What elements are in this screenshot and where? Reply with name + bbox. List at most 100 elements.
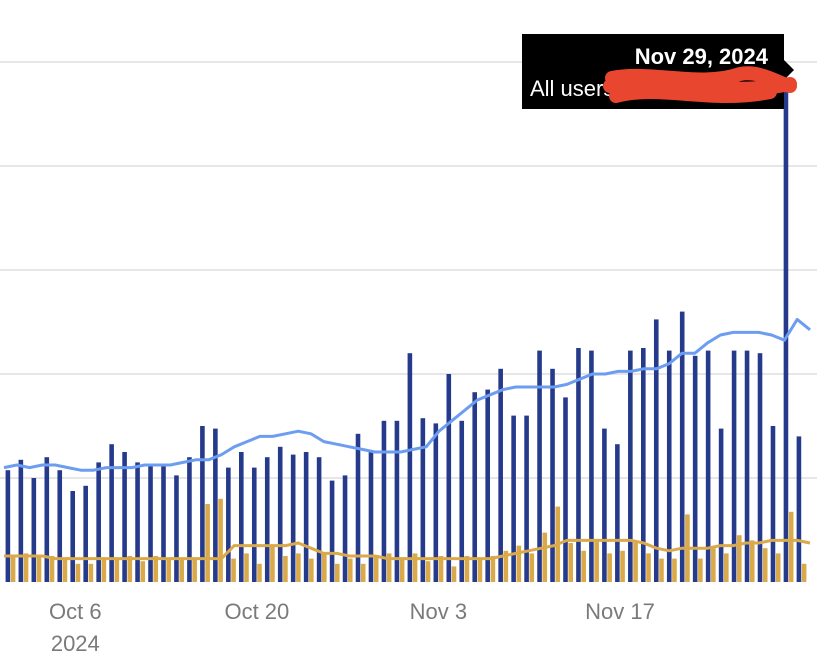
bar-secondary[interactable]	[296, 553, 301, 582]
bar-all-users[interactable]	[563, 397, 568, 582]
bar-secondary[interactable]	[425, 561, 431, 582]
bar-secondary[interactable]	[283, 556, 288, 582]
bar-secondary[interactable]	[257, 563, 262, 582]
bar-all-users[interactable]	[329, 480, 335, 582]
bar-all-users[interactable]	[277, 446, 283, 582]
bar-all-users[interactable]	[446, 374, 452, 582]
bar-all-users[interactable]	[96, 462, 101, 582]
bar-secondary[interactable]	[646, 553, 651, 582]
bar-all-users[interactable]	[498, 368, 503, 582]
bar-secondary[interactable]	[724, 553, 729, 582]
bar-secondary[interactable]	[749, 540, 755, 582]
bar-all-users[interactable]	[407, 353, 413, 582]
bar-secondary[interactable]	[10, 556, 16, 582]
bar-all-users[interactable]	[666, 350, 672, 582]
bar-secondary[interactable]	[633, 540, 638, 582]
bar-all-users[interactable]	[718, 428, 724, 582]
bar-secondary[interactable]	[529, 553, 535, 582]
bar-secondary[interactable]	[88, 563, 94, 582]
bar-all-users[interactable]	[239, 452, 244, 582]
bar-secondary[interactable]	[516, 545, 522, 582]
bar-secondary[interactable]	[736, 535, 742, 582]
bar-secondary[interactable]	[477, 558, 483, 582]
bar-all-users[interactable]	[589, 350, 594, 582]
bar-secondary[interactable]	[503, 550, 509, 582]
bar-secondary[interactable]	[568, 543, 573, 582]
bar-all-users[interactable]	[381, 420, 387, 582]
bar-secondary[interactable]	[114, 558, 120, 582]
bar-secondary[interactable]	[127, 556, 133, 582]
bar-secondary[interactable]	[438, 556, 444, 582]
bar-secondary[interactable]	[347, 558, 353, 582]
bar-all-users[interactable]	[316, 457, 322, 582]
bar-secondary[interactable]	[36, 556, 42, 582]
bar-secondary[interactable]	[23, 553, 29, 582]
bar-secondary[interactable]	[594, 540, 599, 582]
bar-secondary[interactable]	[711, 548, 716, 582]
bar-all-users[interactable]	[511, 415, 516, 582]
bar-all-users[interactable]	[615, 444, 620, 582]
bar-secondary[interactable]	[451, 566, 457, 582]
bar-secondary[interactable]	[412, 553, 418, 582]
bar-all-users[interactable]	[472, 392, 478, 582]
bar-secondary[interactable]	[101, 558, 107, 582]
bar-all-users[interactable]	[550, 368, 555, 582]
bar-all-users[interactable]	[459, 420, 465, 582]
bar-all-users[interactable]	[226, 467, 231, 582]
bar-all-users[interactable]	[200, 426, 205, 582]
bar-secondary[interactable]	[788, 511, 794, 582]
bar-all-users[interactable]	[57, 470, 63, 582]
bar-secondary[interactable]	[620, 550, 625, 582]
bar-secondary[interactable]	[75, 563, 81, 582]
bar-all-users[interactable]	[5, 470, 11, 582]
bar-all-users[interactable]	[394, 420, 400, 582]
bar-all-users[interactable]	[485, 389, 490, 582]
bar-all-users[interactable]	[537, 350, 542, 582]
bar-secondary[interactable]	[698, 558, 703, 582]
bar-secondary[interactable]	[270, 545, 275, 582]
bar-secondary[interactable]	[464, 556, 470, 582]
bar-secondary[interactable]	[542, 532, 548, 582]
bar-all-users[interactable]	[187, 457, 192, 582]
bar-all-users[interactable]	[796, 436, 802, 582]
bar-secondary[interactable]	[386, 553, 392, 582]
bar-all-users[interactable]	[83, 485, 88, 582]
bar-all-users[interactable]	[264, 457, 270, 582]
bar-all-users[interactable]	[109, 444, 114, 582]
bar-all-users[interactable]	[161, 465, 166, 582]
bar-secondary[interactable]	[179, 558, 184, 582]
bar-secondary[interactable]	[205, 504, 210, 582]
bar-secondary[interactable]	[192, 558, 197, 582]
bar-all-users[interactable]	[368, 452, 374, 582]
bar-secondary[interactable]	[373, 556, 379, 582]
bar-secondary[interactable]	[334, 563, 340, 582]
bar-all-users[interactable]	[692, 355, 698, 582]
bar-all-users[interactable]	[653, 319, 659, 582]
bar-secondary[interactable]	[231, 558, 236, 582]
bar-all-users[interactable]	[303, 452, 309, 582]
bar-all-users[interactable]	[31, 478, 37, 582]
bar-all-users[interactable]	[602, 428, 607, 582]
bar-all-users[interactable]	[44, 457, 50, 582]
bar-secondary[interactable]	[360, 563, 366, 582]
bar-all-users[interactable]	[135, 462, 140, 582]
bar-all-users[interactable]	[679, 311, 685, 582]
bar-all-users[interactable]	[420, 418, 426, 582]
bar-all-users[interactable]	[18, 459, 24, 582]
bar-secondary[interactable]	[62, 558, 68, 582]
bar-all-users[interactable]	[174, 475, 179, 582]
bar-secondary[interactable]	[218, 498, 223, 582]
bar-all-users[interactable]	[355, 433, 361, 582]
bar-secondary[interactable]	[49, 556, 55, 582]
bar-all-users[interactable]	[731, 350, 737, 582]
bar-secondary[interactable]	[399, 558, 405, 582]
bar-secondary[interactable]	[490, 556, 496, 582]
bar-all-users[interactable]	[641, 348, 646, 582]
bar-secondary[interactable]	[775, 553, 781, 582]
bar-all-users[interactable]	[705, 350, 711, 582]
bar-secondary[interactable]	[581, 550, 586, 582]
bar-secondary[interactable]	[659, 558, 664, 582]
bar-secondary[interactable]	[607, 553, 612, 582]
bar-all-users[interactable]	[757, 353, 763, 582]
bar-all-users[interactable]	[433, 423, 439, 582]
